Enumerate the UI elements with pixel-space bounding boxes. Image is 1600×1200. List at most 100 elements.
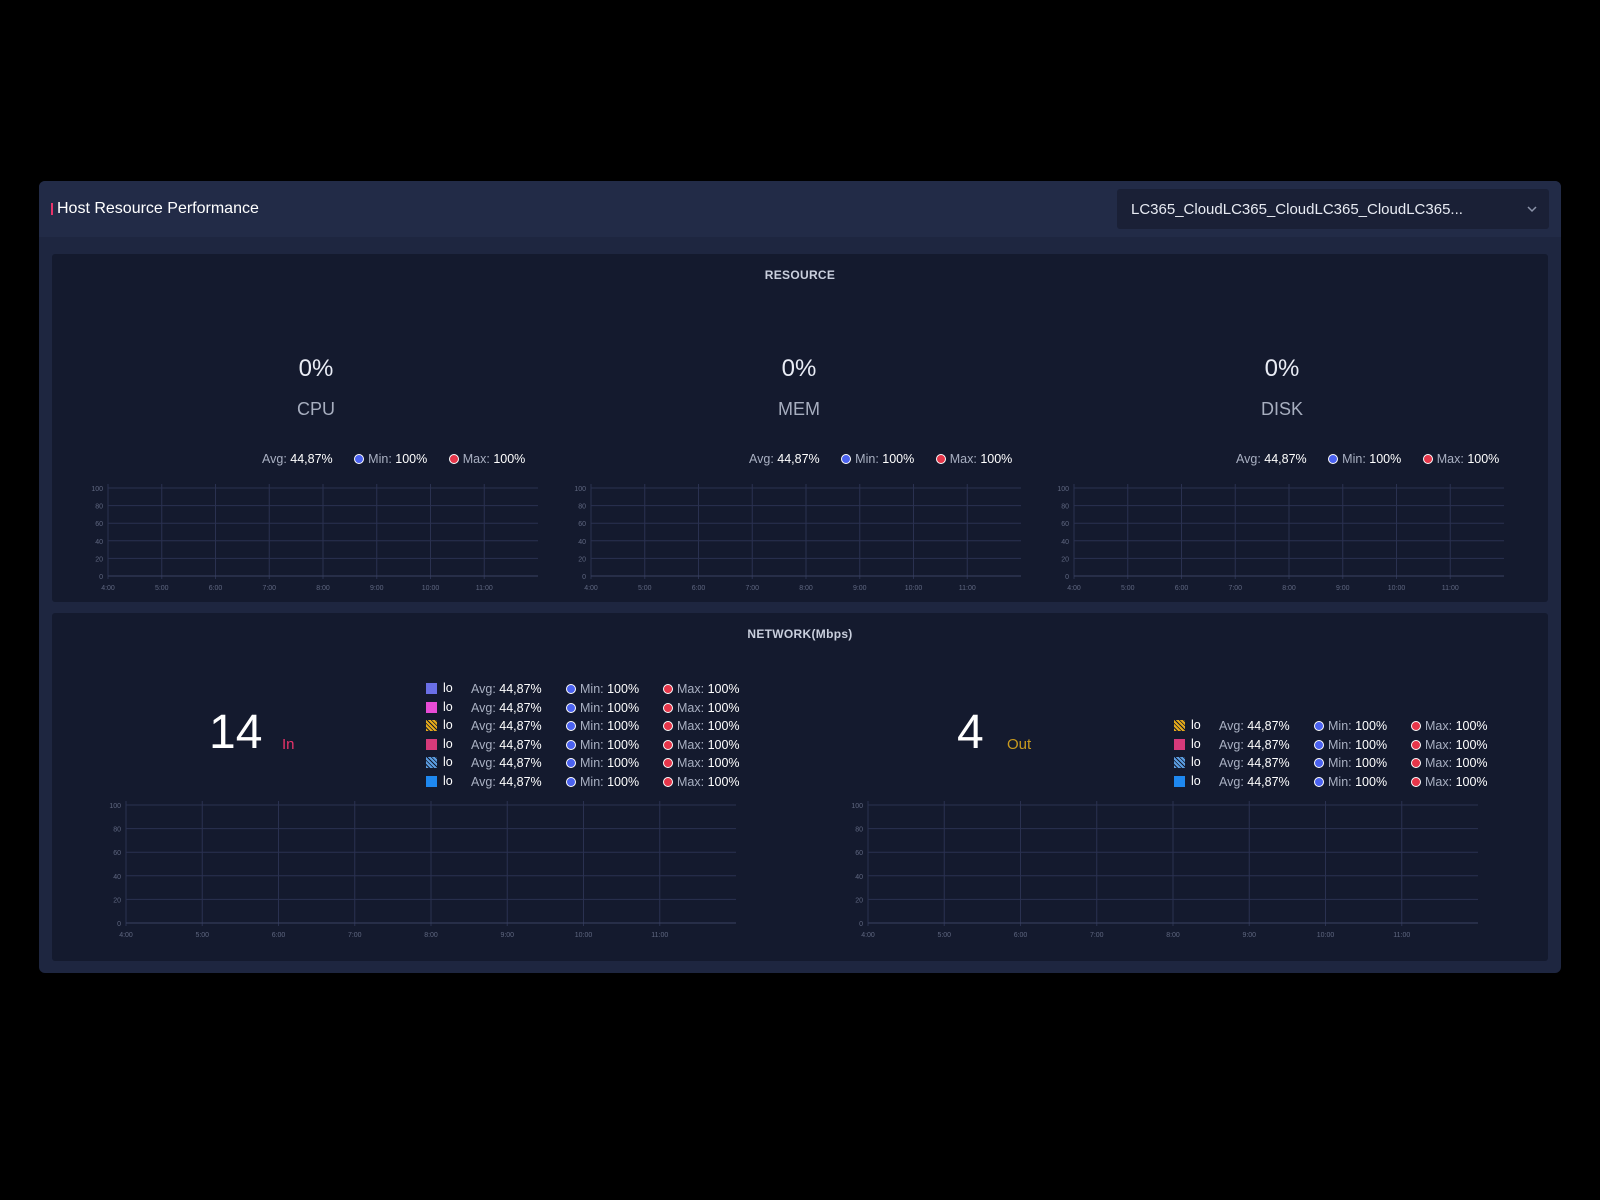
min-label: Min: [580, 700, 604, 715]
avg-value: 44,87% [290, 452, 333, 466]
x-tick-label: 11:00 [1393, 932, 1410, 939]
avg-label: Avg: [1219, 774, 1244, 789]
max-value: 100% [980, 452, 1013, 466]
network-in-label: In [282, 736, 295, 753]
x-tick-label: 7:00 [348, 932, 362, 939]
series-name: lo [443, 736, 453, 751]
y-tick-label: 40 [578, 539, 586, 546]
max-value: 100% [1455, 737, 1488, 752]
max-value: 100% [707, 682, 740, 696]
min-value: 100% [1355, 756, 1388, 771]
y-tick-label: 20 [855, 897, 863, 904]
max-value: 100% [1467, 452, 1500, 466]
series-swatch-icon [1174, 757, 1185, 769]
disk-stats: Avg: 44,87% Min: 100% Max: 100% [1236, 452, 1499, 466]
series-name: lo [1191, 736, 1201, 751]
min-stat: Min: 100% [566, 719, 639, 733]
max-stat: Max: 100% [663, 701, 740, 715]
max-stat: Max: 100% [663, 775, 740, 789]
host-select-dropdown[interactable]: LC365_CloudLC365_CloudLC365_CloudLC365..… [1117, 189, 1549, 229]
y-tick-label: 100 [91, 486, 103, 493]
avg-value: 44,87% [499, 775, 542, 789]
cpu-chart: 0 20 40 60 80 100 4:00 5:00 6:00 7:00 8:00 9:00 10:0… [91, 484, 538, 592]
max-dot-icon [1411, 739, 1421, 750]
x-tick-label: 10:00 [1317, 932, 1335, 939]
cpu-stats: Avg: 44,87% Min: 100% Max: 100% [262, 452, 525, 466]
max-dot-icon [1411, 758, 1421, 769]
max-label: Max: [677, 700, 705, 715]
network-out-label: Out [1007, 736, 1032, 753]
series-swatch-icon [1174, 720, 1185, 731]
min-stat: Min: 100% [1314, 775, 1387, 789]
avg-stat: Avg: 44,87% [471, 719, 542, 733]
min-dot-icon [841, 454, 852, 464]
y-tick-label: 40 [95, 539, 103, 546]
min-stat: Min: 100% [566, 682, 639, 696]
avg-label: Avg: [1219, 737, 1244, 752]
avg-value: 44,87% [499, 737, 542, 752]
max-dot-icon [663, 739, 673, 750]
avg-value: 44,87% [499, 700, 542, 715]
min-stat: Min: 100% [566, 701, 639, 715]
min-label: Min: [580, 719, 604, 734]
avg-label: Avg: [471, 719, 496, 734]
y-tick-label: 100 [851, 803, 863, 810]
x-tick-label: 9:00 [370, 585, 384, 592]
avg-label: Avg: [471, 700, 496, 715]
x-tick-label: 10:00 [575, 932, 593, 939]
x-tick-label: 10:00 [905, 585, 923, 592]
host-resource-panel: Host Resource Performance LC365_CloudLC3… [39, 181, 1561, 973]
disk-chart: 0 20 40 60 80 100 4:00 5:00 6:00 7:00 8:00 9:00 10:0… [1057, 484, 1504, 592]
y-tick-label: 80 [578, 504, 586, 511]
series-name: lo [1191, 755, 1201, 770]
network-out-chart: 0 20 40 60 80 100 4:00 5:00 6:00 7:00 8:00 9:00 10:0… [851, 801, 1478, 939]
mem-stats: Avg: 44,87% Min: 100% Max: 100% [749, 452, 1012, 466]
y-tick-label: 100 [574, 486, 586, 493]
min-label: Min: [580, 737, 604, 752]
max-label: Max: [1425, 719, 1453, 733]
series-swatch-icon [426, 701, 437, 713]
avg-value: 44,87% [1264, 452, 1307, 466]
min-value: 100% [607, 682, 640, 696]
y-tick-label: 20 [1061, 556, 1069, 563]
max-stat: Max: 100% [1411, 756, 1488, 770]
max-label: Max: [1425, 756, 1453, 771]
x-tick-label: 4:00 [861, 932, 875, 939]
max-dot-icon [1422, 454, 1433, 464]
avg-value: 44,87% [1247, 737, 1290, 752]
y-tick-label: 100 [1057, 486, 1069, 493]
avg-value: 44,87% [777, 452, 820, 466]
series-name: lo [443, 718, 453, 733]
min-value: 100% [395, 452, 428, 466]
series-name: lo [443, 774, 453, 788]
y-tick-label: 20 [113, 897, 121, 904]
disk-value: 0% [1264, 355, 1300, 382]
min-label: Min: [1328, 737, 1352, 752]
min-label: Min: [1342, 452, 1366, 466]
x-tick-label: 11:00 [959, 585, 976, 592]
max-dot-icon [663, 684, 673, 694]
min-value: 100% [1355, 774, 1388, 789]
min-label: Min: [855, 452, 879, 466]
x-tick-label: 6:00 [692, 585, 706, 592]
y-tick-label: 60 [1061, 521, 1069, 528]
min-value: 100% [607, 719, 640, 734]
max-label: Max: [677, 756, 705, 771]
max-label: Max: [677, 737, 705, 752]
max-stat: Max: 100% [663, 756, 740, 770]
x-tick-label: 5:00 [638, 585, 652, 592]
avg-label: Avg: [471, 682, 496, 696]
max-stat: Max: 100% [663, 738, 740, 752]
y-tick-label: 0 [117, 921, 121, 928]
y-tick-label: 60 [113, 850, 121, 857]
x-tick-label: 5:00 [1121, 585, 1135, 592]
avg-label: Avg: [1219, 719, 1244, 733]
x-tick-label: 11:00 [1442, 585, 1459, 592]
max-dot-icon [935, 454, 946, 464]
network-in-value: 14 [209, 706, 263, 759]
x-tick-label: 4:00 [584, 585, 598, 592]
max-label: Max: [1436, 452, 1464, 466]
min-value: 100% [882, 452, 915, 466]
max-dot-icon [663, 702, 673, 713]
avg-label: Avg: [749, 452, 774, 466]
